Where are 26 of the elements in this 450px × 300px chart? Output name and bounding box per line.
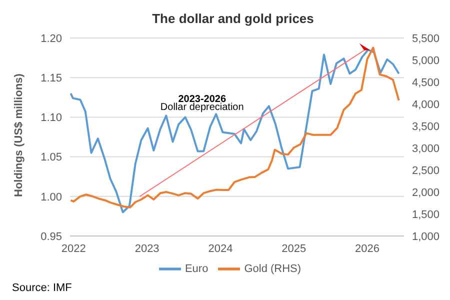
legend-label: Gold (RHS): [244, 262, 302, 275]
y-tick-label: 1.10: [40, 112, 62, 124]
y2-tick-label: 4,500: [412, 76, 440, 89]
y-tick-label: 0.95: [40, 230, 62, 243]
y-tick-label: 1.00: [40, 191, 62, 204]
source-note: Source: IMF: [11, 282, 73, 294]
y-tick-label: 1.20: [40, 32, 62, 45]
y2-tick-label: 2,000: [412, 186, 440, 199]
y2-tick-label: 4,000: [412, 98, 440, 111]
chart-title: The dollar and gold prices: [151, 10, 315, 28]
x-tick-label: 2022: [61, 242, 86, 255]
y2-tick-label: 2,500: [412, 164, 440, 177]
y2-tick-label: 1,000: [412, 230, 440, 243]
legend-label: Euro: [184, 262, 208, 275]
y2-tick-label: 1,500: [412, 208, 440, 221]
y2-tick-label: 3,500: [412, 120, 440, 133]
y2-tick-label: 3,000: [412, 142, 440, 155]
y-tick-label: 1.15: [40, 72, 62, 85]
x-tick-label: 2024: [208, 242, 233, 255]
x-tick-label: 2026: [355, 242, 380, 255]
y-axis-title: Holdings (US$ millions): [12, 73, 25, 197]
x-tick-label: 2023: [134, 242, 160, 255]
x-tick-label: 2025: [282, 242, 306, 255]
y2-tick-label: 5,000: [412, 54, 440, 67]
y-tick-label: 1.05: [40, 152, 62, 164]
y2-tick-label: 5,500: [412, 32, 440, 45]
